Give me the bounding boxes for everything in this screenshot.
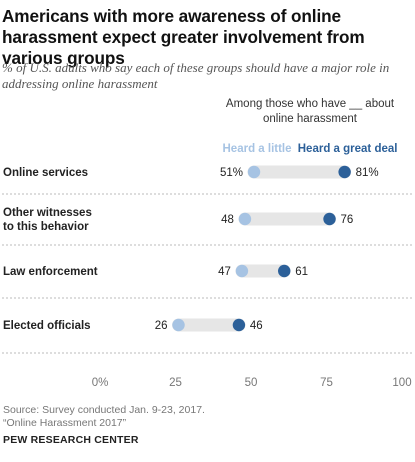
dot-heard-great-deal	[278, 264, 291, 278]
value-label-little: 47	[218, 266, 231, 278]
dot-heard-great-deal	[323, 212, 336, 226]
x-tick-label: 0%	[92, 377, 109, 389]
value-label-great-deal: 46	[250, 320, 263, 332]
row-label: Law enforcement	[3, 266, 98, 278]
value-label-little: 51%	[220, 167, 243, 179]
legend-heard-great-deal: Heard a great deal	[298, 143, 398, 155]
dot-heard-great-deal	[338, 165, 351, 179]
value-label-little: 26	[155, 320, 168, 332]
row-label: Online services	[3, 167, 88, 179]
chart-subtitle: % of U.S. adults who say each of these g…	[2, 60, 390, 91]
dot-heard-little	[247, 165, 261, 179]
value-label-great-deal: 81%	[356, 167, 379, 179]
dot-heard-little	[235, 264, 249, 278]
dot-heard-little	[238, 212, 252, 226]
brand-name: PEW RESEARCH CENTER	[3, 434, 139, 446]
chart-title: Americans with more awareness of online …	[2, 6, 365, 68]
value-label-little: 48	[221, 214, 234, 226]
row-label: Elected officials	[3, 320, 91, 332]
dot-heard-great-deal	[232, 318, 246, 332]
legend-heard-little: Heard a little	[223, 143, 292, 155]
value-label-great-deal: 61	[295, 266, 308, 278]
dot-heard-little	[172, 318, 185, 332]
x-tick-label: 50	[245, 377, 258, 389]
row-label: to this behavior	[3, 221, 89, 233]
source-note: Source: Survey conducted Jan. 9-23, 2017…	[3, 404, 205, 416]
column-header-among: Among those who have __ about online har…	[225, 98, 395, 125]
report-name: “Online Harassment 2017”	[3, 417, 127, 429]
value-label-great-deal: 76	[341, 214, 354, 226]
row-label: Other witnesses	[3, 207, 92, 219]
x-tick-label: 75	[320, 377, 333, 389]
x-tick-label: 25	[169, 377, 182, 389]
x-tick-label: 100	[392, 377, 411, 389]
